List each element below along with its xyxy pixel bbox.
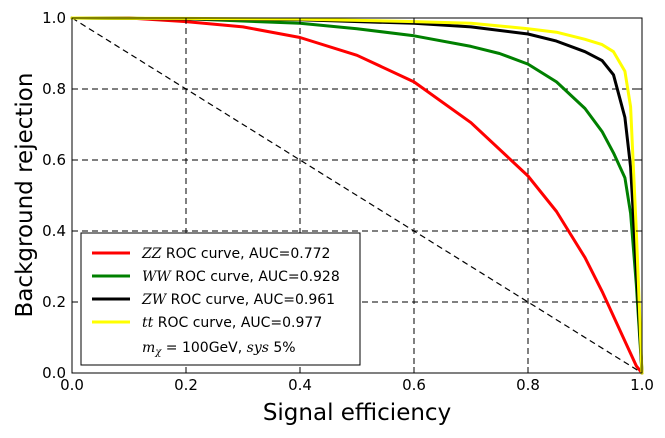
y-tick-label: 0.8	[42, 80, 66, 98]
y-tick-label: 0.6	[42, 151, 66, 169]
x-tick-label: 1.0	[630, 376, 654, 394]
legend-label-tt: tt ROC curve, AUC=0.977	[142, 315, 322, 331]
roc-curve-zz	[70, 16, 644, 375]
x-tick-label: 0.4	[288, 376, 312, 394]
y-tick-label: 0.2	[42, 293, 66, 311]
y-tick-label: 0.0	[42, 364, 66, 382]
x-tick-label: 0.2	[174, 376, 198, 394]
roc-curve-tt	[70, 16, 644, 375]
x-axis-title: Signal efficiency	[263, 400, 451, 426]
diagonal-reference-line	[71, 17, 643, 374]
legend-label-ww: WW ROC curve, AUC=0.928	[142, 269, 340, 285]
y-tick-label: 1.0	[42, 9, 66, 27]
legend-label-zw: ZW ROC curve, AUC=0.961	[141, 292, 335, 308]
y-axis-title: Background rejection	[12, 73, 38, 318]
x-tick-label: 0.8	[516, 376, 540, 394]
plot-frame	[71, 17, 643, 374]
roc-curve-ww	[70, 16, 644, 375]
x-tick-label: 0.0	[60, 376, 84, 394]
legend: ZZ ROC curve, AUC=0.772 WW ROC curve, AU…	[80, 232, 361, 366]
diagonal-layer	[71, 17, 643, 374]
y-tick-label: 0.4	[42, 222, 66, 240]
ticks: 0.0 0.2 0.4 0.6 0.8 1.0 0.0 0.2 0.4 0.6 0.8 1.0	[42, 9, 654, 394]
legend-label-zz: ZZ ROC curve, AUC=0.772	[141, 246, 330, 262]
legend-annotation: mχ = 100GeV, sys 5%	[142, 340, 296, 358]
x-tick-label: 0.6	[402, 376, 426, 394]
curves	[70, 16, 644, 375]
